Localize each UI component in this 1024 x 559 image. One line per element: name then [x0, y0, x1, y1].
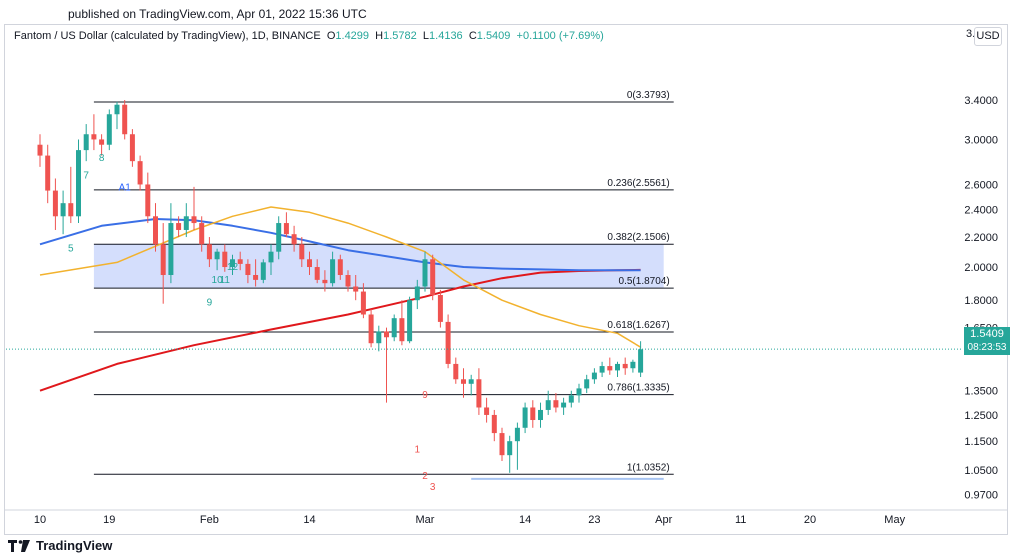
tradingview-logo-icon — [8, 539, 30, 552]
symbol-legend: Fantom / US Dollar (calculated by Tradin… — [14, 30, 604, 42]
symbol-title: Fantom / US Dollar (calculated by Tradin… — [14, 30, 321, 42]
published-note: published on TradingView.com, Apr 01, 20… — [68, 7, 367, 21]
footer-brand[interactable]: TradingView — [8, 538, 112, 553]
open-value: 1.4299 — [335, 30, 370, 42]
close-value: 1.5409 — [476, 30, 511, 42]
last-price-value: 1.5409 — [970, 328, 1004, 340]
bar-countdown: 08:23:53 — [967, 342, 1007, 353]
close-label: C — [468, 30, 477, 42]
axis-top-truncated-label: 3. — [966, 28, 976, 40]
low-label: L — [422, 30, 430, 42]
high-label: H — [375, 30, 384, 42]
change-value: +0.1100 (+7.69%) — [516, 30, 604, 42]
footer-brand-name: TradingView — [36, 538, 113, 553]
currency-button[interactable]: USD — [974, 27, 1002, 46]
chart-frame[interactable] — [4, 24, 1008, 535]
last-price-tag: 1.5409 08:23:53 — [964, 327, 1010, 355]
low-value: 1.4136 — [429, 30, 463, 42]
high-value: 1.5782 — [383, 30, 417, 42]
open-label: O — [326, 30, 336, 42]
